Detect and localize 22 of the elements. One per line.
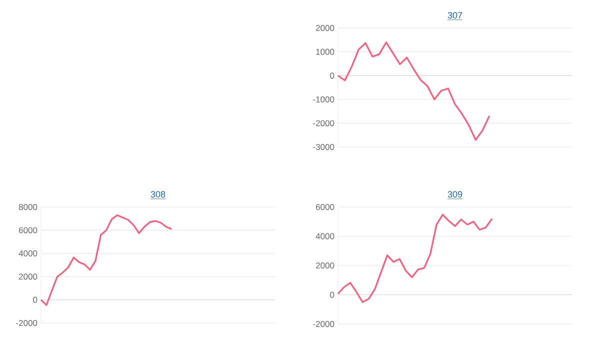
y-tick-label: 6000 — [316, 204, 334, 210]
y-tick-label: 2000 — [316, 262, 334, 269]
y-tick-label: -2000 — [313, 120, 334, 126]
y-tick-label: 0 — [330, 72, 334, 79]
y-tick-label: -1000 — [313, 96, 334, 102]
y-tick-label: 0 — [330, 292, 334, 298]
chart-title: 307 — [448, 12, 462, 18]
chart-title: 309 — [448, 191, 462, 198]
y-tick-label: 4000 — [316, 233, 334, 240]
y-tick-label: 2000 — [18, 274, 38, 280]
chart-title: 308 — [150, 191, 166, 198]
y-tick-label: -2000 — [16, 320, 38, 326]
y-tick-label: 2000 — [316, 25, 334, 32]
y-tick-label: 1000 — [316, 48, 334, 55]
line-series — [337, 41, 490, 141]
y-tick-label: 8000 — [18, 204, 38, 210]
y-tick-label: 6000 — [19, 227, 38, 234]
line-series — [337, 214, 493, 303]
y-tick-label: 0 — [33, 296, 38, 303]
y-tick-label: 4000 — [18, 250, 38, 256]
y-tick-label: -2000 — [313, 321, 334, 328]
y-tick-label: -3000 — [313, 144, 334, 150]
